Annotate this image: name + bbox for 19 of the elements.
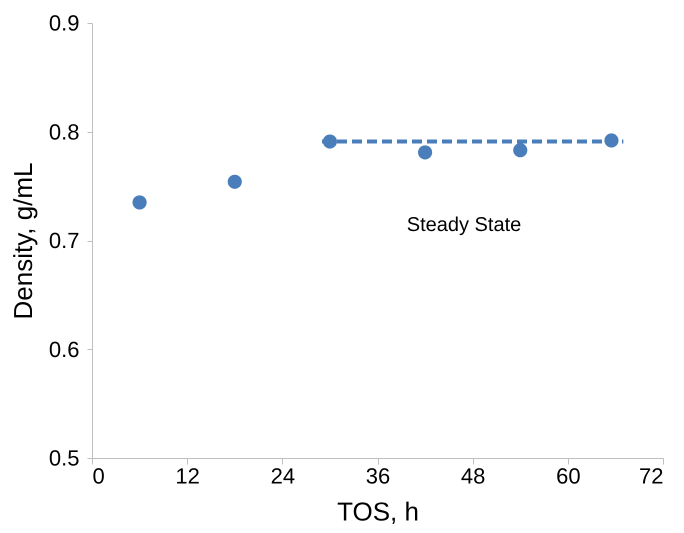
y-axis-title: Density, g/mL: [8, 162, 38, 320]
y-tick-label: 0.5: [48, 446, 80, 470]
x-axis-title: TOS, h: [337, 496, 419, 526]
point: [132, 195, 147, 210]
x-tick-label: 60: [556, 464, 581, 488]
y-tick-label: 0.9: [48, 10, 80, 36]
point: [418, 145, 432, 160]
x-tick-label: 72: [639, 464, 664, 488]
y-tick-label: 0.6: [48, 336, 80, 362]
point: [513, 143, 528, 158]
y-tick-label: 0.8: [48, 119, 80, 144]
x-tick-label: 0: [92, 464, 105, 488]
y-tick-label: 0.7: [48, 228, 80, 253]
annotation: Steady State: [406, 214, 522, 236]
x-tick-label: 24: [270, 464, 296, 488]
x-tick-label: 12: [175, 464, 200, 488]
x-tick-label: 48: [460, 464, 486, 488]
x-tick-label: 36: [366, 464, 390, 488]
point: [228, 174, 242, 189]
